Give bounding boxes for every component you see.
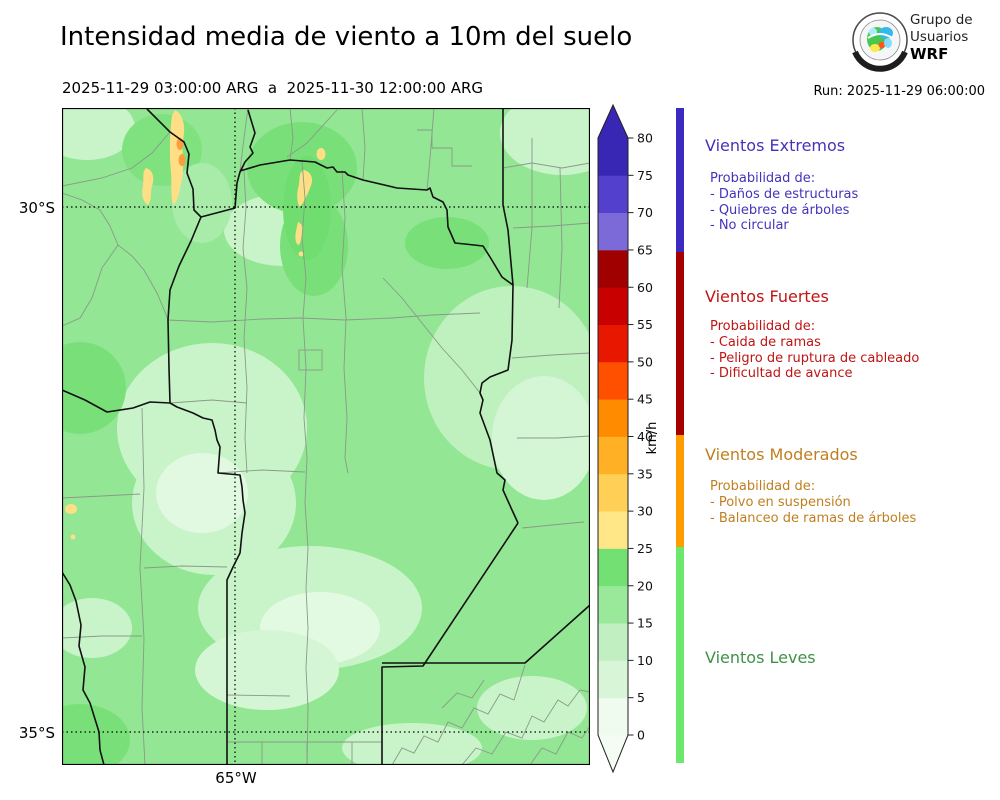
logo-line3-wrf: WRF xyxy=(910,46,973,63)
colorbar-tick-label: 50 xyxy=(637,354,653,369)
colorbar-under-arrow xyxy=(598,735,628,772)
colorbar-tick-label: 20 xyxy=(637,578,653,593)
colorbar-over-arrow xyxy=(598,105,628,138)
accent-bar-fuertes xyxy=(676,252,684,435)
colorbar-segment xyxy=(598,175,628,213)
legend-line: - Peligro de ruptura de cableado xyxy=(710,351,919,367)
colorbar-tick-label: 80 xyxy=(637,131,653,146)
colorbar-tick-label: 10 xyxy=(637,653,653,668)
page-title: Intensidad media de viento a 10m del sue… xyxy=(60,22,632,52)
colorbar-segment xyxy=(598,698,628,736)
legend-line: - Daños de estructuras xyxy=(710,187,858,203)
colorbar-segment xyxy=(598,362,628,400)
logo-text: Grupo de Usuarios WRF xyxy=(910,12,973,63)
legend-line: - Balanceo de ramas de árboles xyxy=(710,511,916,527)
logo-line1: Grupo de xyxy=(910,12,973,29)
colorbar-segment xyxy=(598,287,628,325)
colorbar-segment xyxy=(598,623,628,661)
colorbar-segment xyxy=(598,586,628,624)
colorbar-segment xyxy=(598,660,628,698)
legend-line: - Polvo en suspensión xyxy=(710,495,916,511)
forecast-date-range: 2025-11-29 03:00:00 ARG a 2025-11-30 12:… xyxy=(62,79,483,97)
wind-speed-colorbar: 05101520253035404550556065707580 km/h xyxy=(590,95,670,785)
legend-line: - Quiebres de árboles xyxy=(710,203,858,219)
legend-title-moderados: Vientos Moderados xyxy=(705,445,858,464)
wrf-globe-emblem-icon xyxy=(850,8,914,72)
colorbar-tick-label: 5 xyxy=(637,690,645,705)
colorbar-segments xyxy=(598,138,628,735)
colorbar-tick-label: 0 xyxy=(637,728,645,743)
legend-line: Probabilidad de: xyxy=(710,171,858,187)
colorbar-tick-label: 15 xyxy=(637,616,653,631)
colorbar-tick-label: 35 xyxy=(637,466,653,481)
colorbar-tick-label: 65 xyxy=(637,242,653,257)
colorbar-tick-label: 55 xyxy=(637,317,653,332)
legend-title-fuertes: Vientos Fuertes xyxy=(705,287,829,306)
accent-bar-extremos xyxy=(676,108,684,252)
colorbar-tick-label: 25 xyxy=(637,541,653,556)
colorbar-segment xyxy=(598,399,628,437)
colorbar-segment xyxy=(598,250,628,288)
colorbar-segment xyxy=(598,511,628,549)
legend-lines-extremos: Probabilidad de:- Daños de estructuras- … xyxy=(710,171,858,234)
legend-line: - Caida de ramas xyxy=(710,335,919,351)
legend-title-leves: Vientos Leves xyxy=(705,648,816,667)
colorbar-unit-label: km/h xyxy=(645,422,660,455)
colorbar-segment xyxy=(598,325,628,363)
x-axis-label-65w: 65°W xyxy=(210,769,262,787)
model-run-label: Run: 2025-11-29 06:00:00 xyxy=(813,84,985,99)
colorbar-tick-label: 30 xyxy=(637,504,653,519)
colorbar-tick-label: 60 xyxy=(637,280,653,295)
logo-line2: Usuarios xyxy=(910,29,973,46)
colorbar-segment xyxy=(598,437,628,475)
colorbar-segment xyxy=(598,548,628,586)
colorbar-segment xyxy=(598,138,628,176)
legend-line: Probabilidad de: xyxy=(710,479,916,495)
legend-lines-moderados: Probabilidad de:- Polvo en suspensión- B… xyxy=(710,479,916,526)
colorbar-tick-label: 45 xyxy=(637,392,653,407)
legend-line: - No circular xyxy=(710,218,858,234)
wind-intensity-map xyxy=(62,108,590,765)
colorbar-segment xyxy=(598,213,628,251)
colorbar-segment xyxy=(598,474,628,512)
y-axis-label-35s: 35°S xyxy=(15,724,55,742)
colorbar-tick-label: 70 xyxy=(637,205,653,220)
legend-line: Probabilidad de: xyxy=(710,319,919,335)
colorbar-tick-label: 75 xyxy=(637,168,653,183)
legend-title-extremos: Vientos Extremos xyxy=(705,136,845,155)
accent-bar-moderados xyxy=(676,435,684,547)
legend-line: - Dificultad de avance xyxy=(710,366,919,382)
accent-bar-leves xyxy=(676,547,684,763)
y-axis-label-30s: 30°S xyxy=(15,199,55,217)
legend-lines-fuertes: Probabilidad de:- Caida de ramas- Peligr… xyxy=(710,319,919,382)
